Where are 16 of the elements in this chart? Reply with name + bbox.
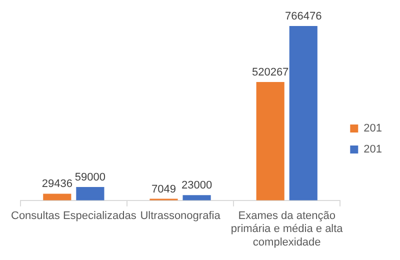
data-label: 59000 xyxy=(74,172,106,184)
x-tick-label: Exames da atenção primária e média e alta complexidade xyxy=(230,210,344,248)
bar xyxy=(43,194,72,200)
data-label: 520267 xyxy=(252,66,289,79)
data-label: 29436 xyxy=(42,178,72,190)
data-label: 7049 xyxy=(152,183,176,196)
x-tick-label: Consultas Especializadas xyxy=(10,210,137,222)
x-tick-label: Ultrassonografia xyxy=(140,210,222,222)
data-label: 766476 xyxy=(285,10,322,23)
bar xyxy=(76,186,104,200)
bar xyxy=(289,26,318,200)
legend-label: 201 xyxy=(364,144,382,156)
bar xyxy=(256,82,284,200)
bar xyxy=(182,195,211,200)
legend-label: 201 xyxy=(364,122,382,135)
data-label: 23000 xyxy=(181,180,212,192)
